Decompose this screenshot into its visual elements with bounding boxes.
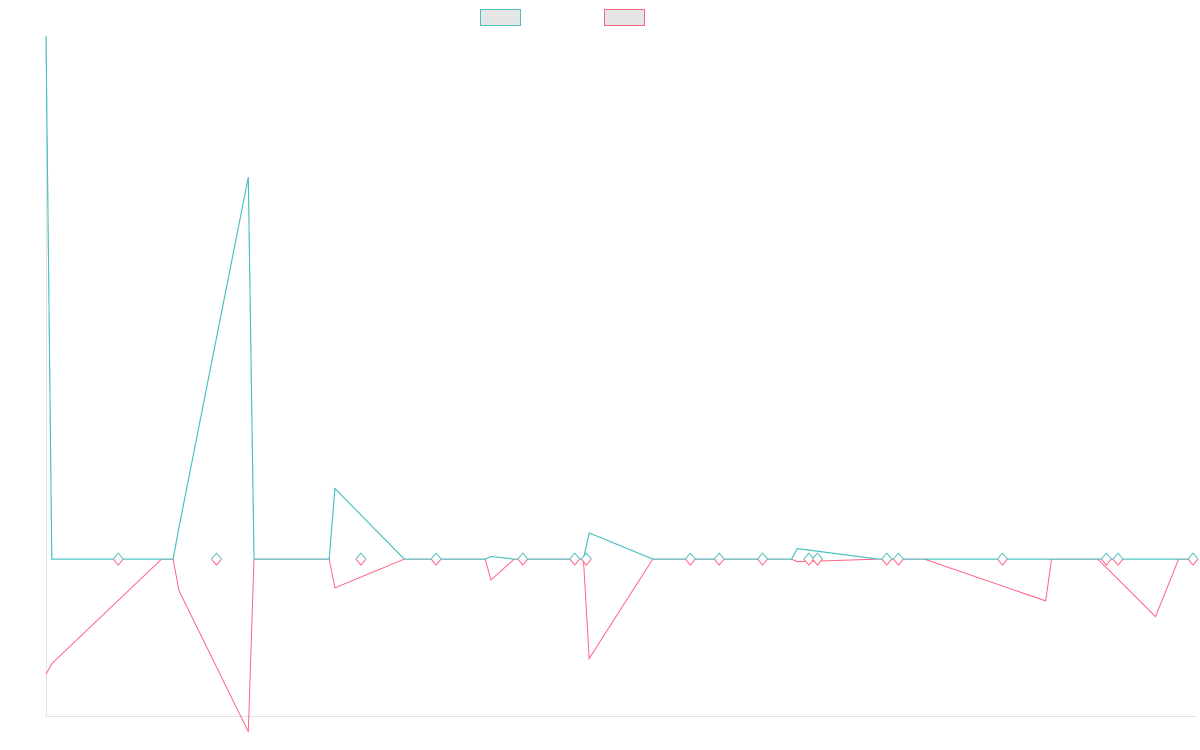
data-point-marker[interactable]	[881, 552, 893, 566]
marker-lower-half	[997, 558, 1008, 566]
marker-lower-half	[881, 558, 893, 566]
data-point-marker[interactable]	[893, 552, 904, 566]
marker-upper-half	[517, 552, 529, 560]
series-line-b	[45, 558, 1196, 732]
marker-upper-half	[1101, 552, 1112, 560]
data-point-marker[interactable]	[580, 552, 592, 566]
data-point-marker[interactable]	[812, 552, 823, 566]
marker-upper-half	[812, 552, 823, 560]
data-point-marker[interactable]	[1101, 552, 1112, 566]
legend[interactable]	[480, 9, 645, 26]
marker-upper-half	[893, 552, 904, 560]
marker-lower-half	[517, 558, 529, 566]
data-point-marker[interactable]	[997, 552, 1008, 566]
marker-upper-half	[211, 552, 222, 560]
data-point-marker[interactable]	[430, 552, 442, 566]
marker-upper-half	[430, 552, 442, 560]
data-point-marker[interactable]	[713, 552, 725, 566]
marker-upper-half	[112, 552, 124, 560]
marker-lower-half	[569, 558, 581, 566]
data-point-marker[interactable]	[1187, 552, 1199, 566]
marker-upper-half	[757, 552, 768, 560]
data-point-marker[interactable]	[517, 552, 529, 566]
marker-upper-half	[1187, 552, 1199, 560]
marker-upper-half	[713, 552, 725, 560]
data-point-marker[interactable]	[569, 552, 581, 566]
marker-lower-half	[757, 558, 768, 566]
data-point-marker[interactable]	[112, 552, 124, 566]
data-point-marker[interactable]	[355, 552, 367, 566]
marker-lower-half	[355, 558, 367, 566]
marker-lower-half	[1187, 558, 1199, 566]
marker-upper-half	[684, 552, 696, 560]
data-point-marker[interactable]	[684, 552, 696, 566]
marker-lower-half	[684, 558, 696, 566]
data-point-marker[interactable]	[211, 552, 222, 566]
marker-lower-half	[1112, 558, 1124, 566]
marker-lower-half	[1101, 558, 1112, 566]
marker-lower-half	[580, 558, 592, 566]
marker-upper-half	[569, 552, 581, 560]
marker-lower-half	[112, 558, 124, 566]
data-point-marker[interactable]	[757, 552, 768, 566]
marker-upper-half	[1112, 552, 1124, 560]
data-point-marker[interactable]	[1112, 552, 1124, 566]
marker-lower-half	[812, 558, 823, 566]
plot-area	[45, 35, 1199, 732]
legend-swatch-series-a[interactable]	[480, 9, 521, 26]
marker-lower-half	[803, 558, 815, 566]
marker-upper-half	[355, 552, 367, 560]
legend-swatch-series-b[interactable]	[604, 9, 645, 26]
data-point-marker[interactable]	[803, 552, 815, 566]
series-line-a-overlay	[45, 35, 1196, 560]
marker-lower-half	[430, 558, 442, 566]
marker-upper-half	[803, 552, 815, 560]
marker-lower-half	[713, 558, 725, 566]
marker-lower-half	[211, 558, 222, 566]
marker-upper-half	[881, 552, 893, 560]
marker-upper-half	[580, 552, 592, 560]
series-line-a	[45, 35, 1196, 560]
marker-upper-half	[997, 552, 1008, 560]
marker-lower-half	[893, 558, 904, 566]
